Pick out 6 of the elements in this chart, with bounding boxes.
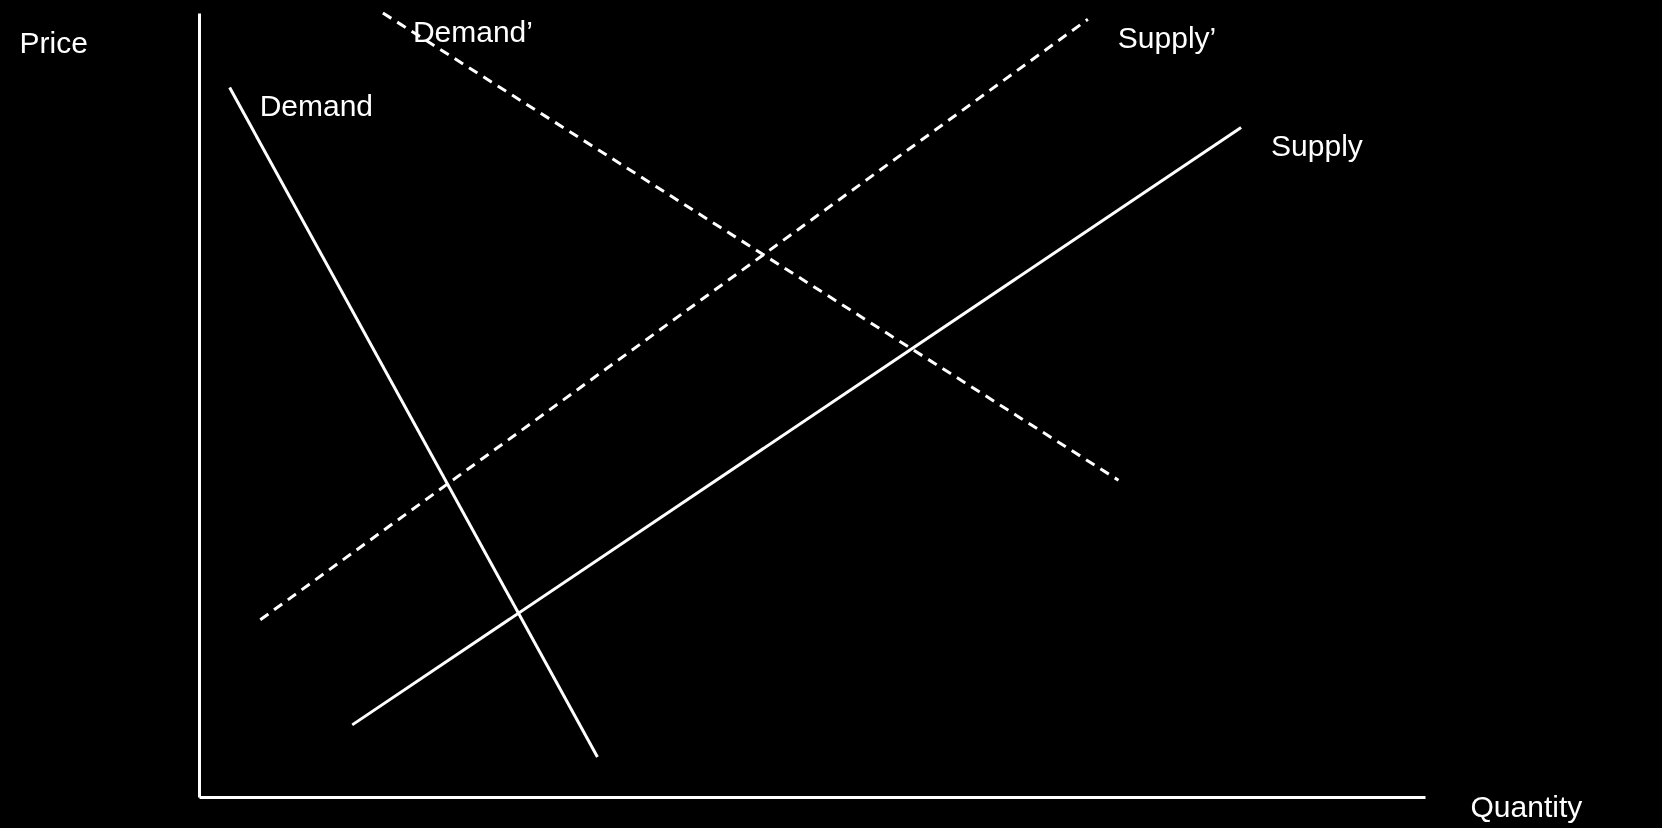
- x-axis-title: Quantity: [1470, 789, 1583, 823]
- series-label: Demand: [259, 89, 374, 123]
- y-axis-title: Price: [19, 25, 88, 59]
- series-label: Supply: [1271, 129, 1363, 163]
- series-label: Demand’: [412, 15, 533, 48]
- series-label: Supply’: [1117, 21, 1217, 55]
